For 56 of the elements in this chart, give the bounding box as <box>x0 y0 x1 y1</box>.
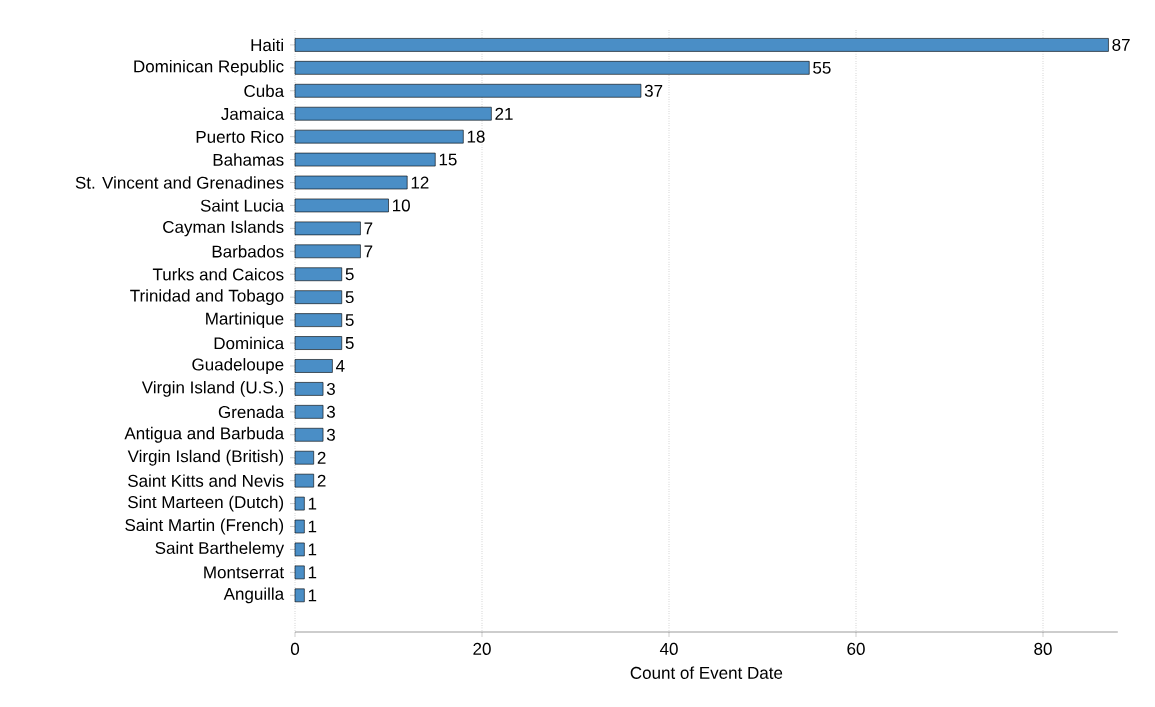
y-tick-label: Dominica <box>214 336 285 350</box>
y-tick-label: Antigua and Barbuda <box>124 426 285 443</box>
y-tick-label: Saint Barthelemy <box>155 541 285 558</box>
y-tick-label: Virgin Island (U.S.) <box>141 380 284 397</box>
y-tick-label: Dominican Republic <box>134 59 284 76</box>
data-label: 37 <box>644 84 663 97</box>
y-tick-label: Cayman Islands <box>163 220 284 237</box>
data-label: 5 <box>345 314 354 327</box>
data-label: 5 <box>345 268 354 281</box>
data-label: 1 <box>308 543 317 556</box>
x-axis-title: Count of Event Date <box>630 666 783 679</box>
y-tick-label: Barbados <box>212 245 284 258</box>
data-label: 18 <box>467 130 485 143</box>
data-label: 15 <box>439 153 457 166</box>
y-tick-label: Turks and Caicos <box>152 268 284 281</box>
y-tick-label: Sint Marteen (Dutch) <box>128 495 284 512</box>
x-tick-label: 40 <box>659 642 678 655</box>
data-label: 2 <box>317 451 326 464</box>
data-label: 55 <box>813 61 831 74</box>
y-tick-label: Cuba <box>244 84 285 98</box>
y-tick-label: Haiti <box>251 38 283 52</box>
y-tick-label: Anguilla <box>223 587 285 604</box>
data-label: 1 <box>308 497 317 510</box>
x-tick-label: 80 <box>1034 642 1052 655</box>
data-label: 21 <box>495 107 513 120</box>
data-label: 1 <box>308 589 317 602</box>
data-label: 5 <box>345 291 354 304</box>
y-tick-label: Martinique <box>206 312 284 329</box>
y-tick-label: Saint Martin (French) <box>125 518 284 535</box>
y-tick-label: Montserrat <box>204 566 284 579</box>
y-tick-label: Bahamas <box>213 153 284 166</box>
data-label: 3 <box>326 382 335 395</box>
data-label: 12 <box>411 176 429 189</box>
y-tick-label: Saint Kitts and Nevis <box>128 474 284 487</box>
y-tick-label: Saint Lucia <box>200 199 285 212</box>
data-label: 1 <box>308 520 317 533</box>
data-label: 2 <box>317 474 326 487</box>
data-label: 4 <box>335 360 345 372</box>
data-label: 3 <box>326 405 335 418</box>
data-label: 7 <box>364 222 373 235</box>
data-label: 7 <box>364 245 373 258</box>
data-label: 3 <box>326 428 335 441</box>
y-tick-label: Trinidad and Tobago <box>130 289 284 306</box>
y-tick-label: Puerto Rico <box>196 130 284 143</box>
y-tick-label: St. Vincent and Grenadines <box>75 176 284 189</box>
data-label: 10 <box>393 199 410 212</box>
data-label: 1 <box>308 566 317 579</box>
y-tick-label: Virgin Island (British) <box>127 449 284 466</box>
y-tick-label: Grenada <box>218 405 285 419</box>
x-tick-label: 20 <box>473 642 491 655</box>
y-tick-label: Guadeloupe <box>192 358 284 374</box>
data-label: 87 <box>1112 38 1130 51</box>
x-tick-label: 60 <box>847 642 865 655</box>
data-label: 5 <box>345 337 354 349</box>
y-tick-label: Jamaica <box>221 107 285 120</box>
x-tick-label: 0 <box>290 642 300 655</box>
